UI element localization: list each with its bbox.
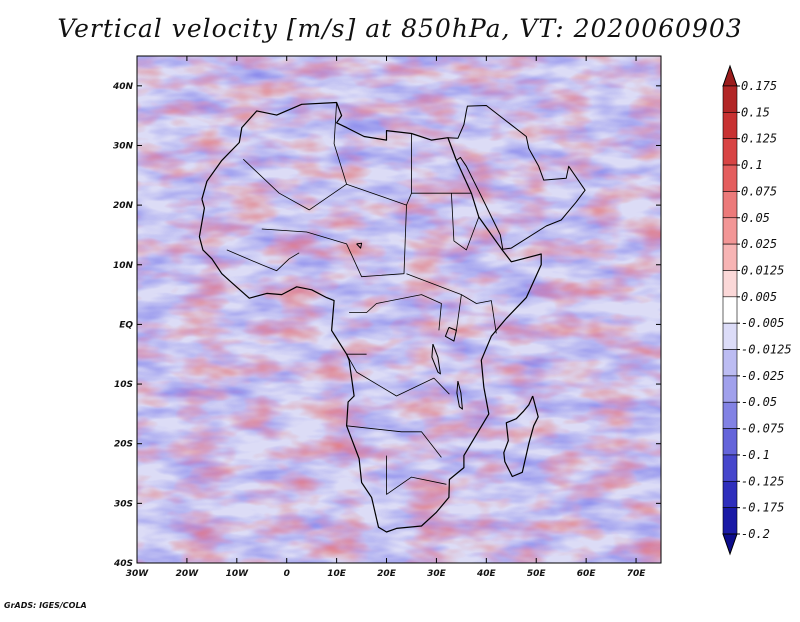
colorbar-swatch: [722, 375, 738, 403]
plot-frame: [136, 55, 662, 564]
country-border: [226, 249, 300, 272]
colorbar-label: 0.025: [741, 237, 777, 251]
y-axis-ticks: 40N 30N 20N 10N EQ 10S 20S 30S 40S: [112, 82, 661, 569]
colorbar-swatch: [722, 164, 738, 192]
y-tick-label: 10N: [113, 261, 134, 271]
lake-outline: [431, 343, 441, 375]
colorbar-swatch: [722, 322, 738, 350]
country-border: [451, 193, 480, 251]
y-tick-label: 10S: [114, 380, 133, 390]
colorbar-swatch: [722, 270, 738, 298]
y-tick-label: EQ: [119, 320, 133, 330]
x-tick-label: 20E: [377, 569, 397, 579]
colorbar-label: -0.1: [741, 448, 770, 462]
country-border: [386, 455, 447, 495]
lake-outline: [456, 380, 463, 410]
country-border: [243, 158, 347, 211]
y-tick-label: 20S: [114, 440, 133, 450]
madagascar-coastline: [503, 395, 539, 478]
colorbar-top-arrow: [722, 64, 738, 87]
colorbar-label: -0.075: [741, 422, 784, 436]
x-tick-label: 0: [284, 569, 290, 579]
x-tick-label: 20W: [176, 569, 200, 579]
country-border: [346, 425, 442, 458]
colorbar-swatch: [722, 243, 738, 271]
africa-coastline: [198, 101, 542, 533]
x-tick-label: 10E: [327, 569, 347, 579]
country-border: [461, 294, 497, 334]
geography-lines: [198, 101, 586, 533]
colorbar-swatch: [722, 112, 738, 140]
grads-credit: GrADS: IGES/COLA: [4, 601, 87, 610]
colorbar-swatch: [722, 480, 738, 508]
country-border: [261, 205, 407, 278]
colorbar-label: -0.05: [741, 395, 777, 409]
colorbar-label: -0.125: [741, 474, 784, 488]
x-tick-label: 50E: [527, 569, 547, 579]
colorbar-swatch: [722, 217, 738, 245]
x-tick-label: 10W: [226, 569, 250, 579]
colorbar-label: 0.0125: [741, 263, 784, 277]
colorbar-label: 0.125: [741, 132, 777, 146]
colorbar-label: 0.05: [741, 211, 770, 225]
colorbar-label: -0.025: [741, 369, 784, 383]
x-tick-label: 60E: [577, 569, 597, 579]
colorbar-label: -0.2: [741, 527, 770, 541]
colorbar: 0.175 0.15 0.125 0.1 0.075 0.05 0.025 0.0125 0.0…: [722, 64, 792, 556]
colorbar-bottom-arrow: [722, 533, 738, 556]
map-title: Vertical velocity [m/s] at 850hPa, VT: 2…: [57, 14, 743, 43]
colorbar-label: 0.075: [741, 184, 777, 198]
colorbar-swatch: [722, 349, 738, 377]
lake-outline: [444, 326, 457, 342]
colorbar-label: 0.1: [741, 158, 763, 172]
country-border: [346, 353, 450, 397]
lake-outline: [356, 242, 363, 249]
y-tick-label: 20N: [113, 201, 134, 211]
colorbar-swatch: [722, 428, 738, 456]
colorbar-label: -0.175: [741, 501, 784, 515]
colorbar-swatch: [722, 507, 738, 535]
x-tick-label: 30E: [427, 569, 447, 579]
colorbar-label: -0.0125: [741, 343, 792, 357]
x-tick-label: 30W: [126, 569, 150, 579]
colorbar-label: -0.005: [741, 316, 784, 330]
x-tick-label: 70E: [627, 569, 647, 579]
colorbar-swatch: [722, 296, 738, 324]
colorbar-swatch: [722, 401, 738, 429]
colorbar-swatch: [722, 85, 738, 113]
colorbar-swatch: [722, 454, 738, 482]
y-tick-label: 30S: [114, 499, 133, 509]
plot-area: 30W 20W 10W 0 10E 20E 30E 40E 50E 60E 70E 40N 30N 20…: [112, 55, 662, 579]
colorbar-swatch: [722, 191, 738, 219]
x-axis-ticks: 30W 20W 10W 0 10E 20E 30E 40E 50E 60E 70E: [126, 56, 646, 579]
country-border: [349, 294, 442, 331]
colorbar-label: 0.175: [741, 79, 777, 93]
y-tick-label: 40N: [112, 82, 134, 92]
colorbar-label: 0.005: [741, 290, 777, 304]
colorbar-swatch: [722, 138, 738, 166]
country-border: [333, 102, 412, 206]
colorbar-label: 0.15: [741, 105, 770, 119]
y-tick-label: 40S: [113, 559, 133, 569]
arabia-coastline: [447, 105, 586, 250]
x-tick-label: 40E: [476, 569, 497, 579]
velocity-field: [137, 56, 661, 563]
y-tick-label: 30N: [113, 141, 134, 151]
